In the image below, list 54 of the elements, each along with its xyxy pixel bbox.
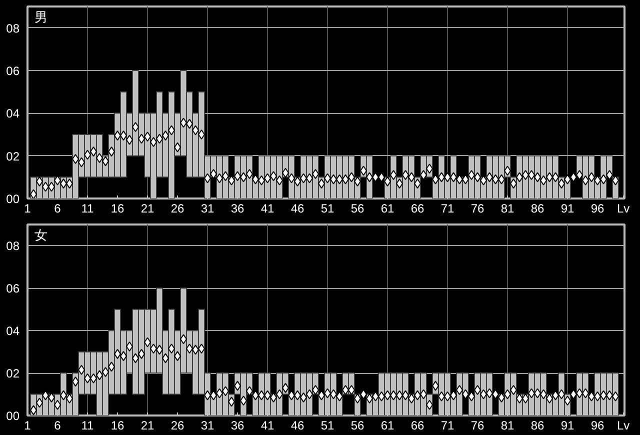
x-tick-label: 81 — [500, 418, 514, 432]
x-tick-label: 81 — [500, 202, 514, 216]
y-tick-label: 00 — [6, 192, 20, 206]
y-tick-label: 06 — [6, 64, 20, 78]
y-tick-label: 00 — [6, 409, 20, 423]
x-tick-label: 6 — [54, 202, 62, 216]
x-tick-label: 36 — [230, 202, 244, 216]
x-tick-label: 91 — [560, 418, 574, 432]
x-tick-label: 66 — [410, 418, 424, 432]
x-tick-label: 61 — [380, 202, 394, 216]
x-tick-label: 31 — [200, 202, 214, 216]
x-tick-label: 56 — [350, 202, 364, 216]
x-tick-label: 96 — [590, 202, 604, 216]
y-tick-label: 04 — [6, 106, 20, 121]
x-tick-label: 71 — [440, 418, 454, 432]
x-tick-label: 71 — [440, 202, 454, 216]
x-tick-label: 1 — [24, 202, 32, 216]
y-tick-label: 04 — [6, 324, 20, 338]
chart-title: 女 — [34, 228, 48, 243]
x-tick-label: 26 — [170, 418, 184, 432]
x-tick-label: 46 — [290, 418, 304, 432]
x-tick-label: Lv — [616, 202, 630, 216]
x-tick-label: 76 — [470, 418, 484, 432]
x-tick-label: 11 — [81, 418, 94, 432]
x-tick-label: 31 — [200, 418, 214, 432]
x-tick-label: 51 — [320, 202, 334, 216]
x-tick-label: 86 — [530, 202, 544, 216]
chart-title: 男 — [34, 10, 48, 25]
y-tick-label: 08 — [6, 239, 20, 254]
x-tick-label: 66 — [410, 202, 424, 216]
x-tick-label: 16 — [110, 202, 124, 216]
y-tick-label: 08 — [6, 21, 20, 36]
x-tick-label: 1 — [24, 418, 32, 432]
x-tick-label: 96 — [590, 418, 604, 432]
x-tick-label: 6 — [54, 418, 62, 432]
x-tick-label: 56 — [350, 418, 364, 432]
x-tick-label: 41 — [260, 202, 274, 216]
x-tick-label: 91 — [560, 202, 574, 216]
x-tick-label: 86 — [530, 418, 544, 432]
x-tick-label: 11 — [81, 202, 94, 216]
x-tick-label: Lv — [616, 418, 630, 432]
x-tick-label: 16 — [110, 418, 124, 432]
x-tick-label: 76 — [470, 202, 484, 216]
y-tick-label: 02 — [6, 149, 20, 164]
x-tick-label: 21 — [140, 418, 154, 432]
y-tick-label: 06 — [6, 282, 20, 296]
y-tick-label: 02 — [6, 366, 20, 381]
x-tick-label: 46 — [290, 202, 304, 216]
x-tick-label: 36 — [230, 418, 244, 432]
x-tick-label: 21 — [140, 202, 154, 216]
x-tick-label: 41 — [260, 418, 274, 432]
x-tick-label: 61 — [380, 418, 394, 432]
x-tick-label: 26 — [170, 202, 184, 216]
x-tick-label: 51 — [320, 418, 334, 432]
